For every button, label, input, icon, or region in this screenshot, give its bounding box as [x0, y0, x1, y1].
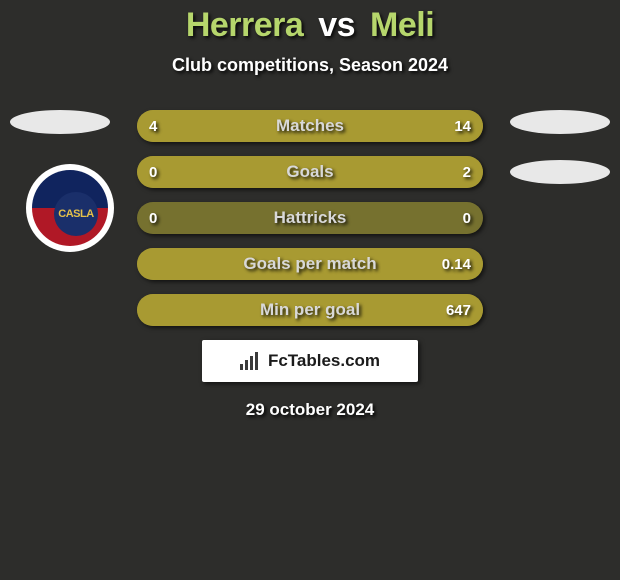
- bar-label: Matches: [137, 110, 483, 142]
- bar-right-value: 14: [454, 110, 471, 142]
- stat-bar: 0Goals2: [137, 156, 483, 188]
- player2-name: Meli: [370, 6, 434, 44]
- stat-bar: 0Hattricks0: [137, 202, 483, 234]
- content-area: CASLA 4Matches140Goals20Hattricks0Goals …: [0, 110, 620, 420]
- bar-label: Goals: [137, 156, 483, 188]
- bar-right-value: 0.14: [442, 248, 471, 280]
- chart-bars-icon: [240, 352, 262, 370]
- player1-name: Herrera: [186, 6, 303, 44]
- badge-inner: CASLA: [32, 170, 108, 246]
- comparison-card: Herrera vs Meli Club competitions, Seaso…: [0, 0, 620, 580]
- bar-label: Min per goal: [137, 294, 483, 326]
- brand-card: FcTables.com: [202, 340, 418, 382]
- subtitle: Club competitions, Season 2024: [0, 45, 620, 76]
- stat-bar: Min per goal647: [137, 294, 483, 326]
- bar-right-value: 2: [463, 156, 471, 188]
- versus-label: vs: [318, 6, 355, 44]
- left-ellipse-decor: [10, 110, 110, 134]
- stat-bar: 4Matches14: [137, 110, 483, 142]
- bar-label: Goals per match: [137, 248, 483, 280]
- footer-date: 29 october 2024: [0, 382, 620, 420]
- badge-center-text: CASLA: [58, 208, 93, 220]
- bar-label: Hattricks: [137, 202, 483, 234]
- bar-right-value: 647: [446, 294, 471, 326]
- right-ellipse-2-decor: [510, 160, 610, 184]
- brand-text: FcTables.com: [268, 351, 380, 371]
- badge-center: CASLA: [54, 192, 98, 236]
- club-badge: CASLA: [26, 164, 114, 252]
- stat-bars: 4Matches140Goals20Hattricks0Goals per ma…: [137, 110, 483, 326]
- right-ellipse-1-decor: [510, 110, 610, 134]
- bar-right-value: 0: [463, 202, 471, 234]
- page-title: Herrera vs Meli: [0, 0, 620, 45]
- stat-bar: Goals per match0.14: [137, 248, 483, 280]
